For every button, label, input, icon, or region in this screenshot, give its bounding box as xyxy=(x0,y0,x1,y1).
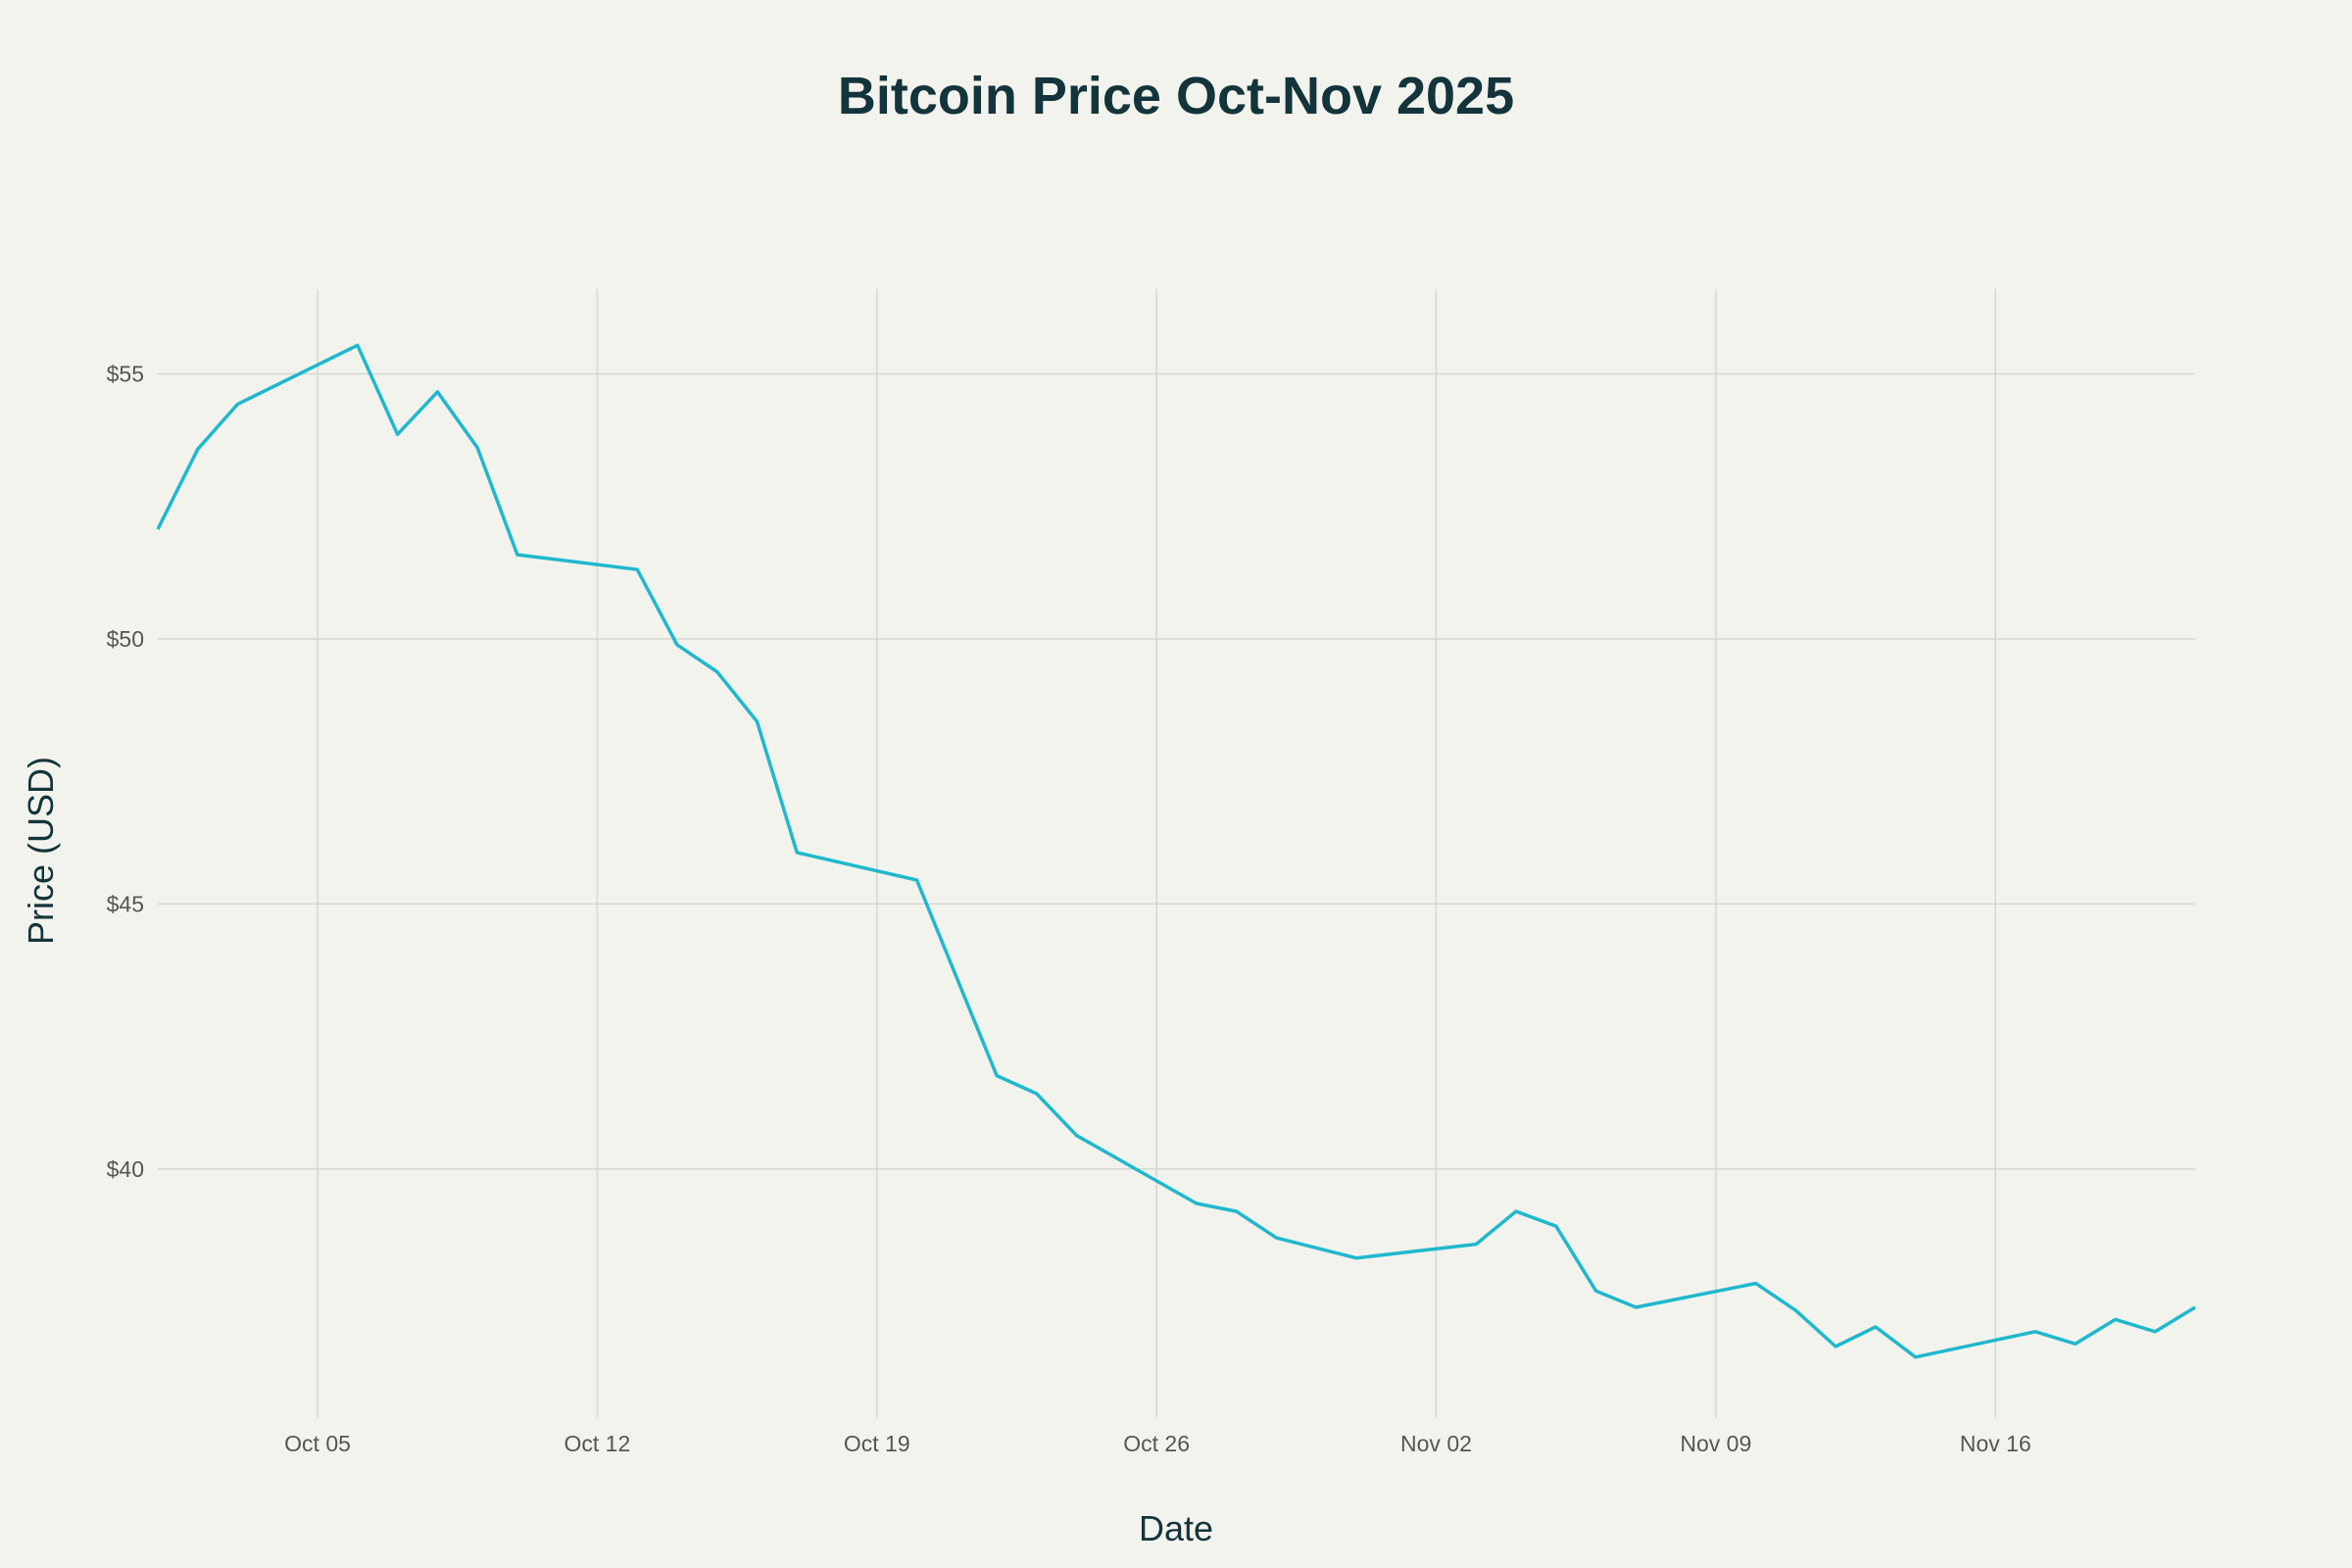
series-group xyxy=(156,343,2196,1359)
y-tick-label: $45 xyxy=(107,891,144,916)
x-axis-title: Date xyxy=(1139,1508,1213,1548)
x-axis-ticks: Oct 05 Oct 12 Oct 19 Oct 26 Nov 02 Nov 09 Nov … xyxy=(284,1431,2031,1456)
y-axis-title: Price (USD) xyxy=(21,757,61,945)
x-tick-label: Nov 16 xyxy=(1960,1431,2032,1456)
y-tick-label: $40 xyxy=(107,1156,144,1182)
x-tick-label: Nov 09 xyxy=(1680,1431,1751,1456)
y-tick-label: $55 xyxy=(107,362,144,387)
y-tick-label: $50 xyxy=(107,626,144,652)
x-tick-label: Nov 02 xyxy=(1400,1431,1472,1456)
x-tick-label: Oct 26 xyxy=(1123,1431,1190,1456)
gridlines xyxy=(158,289,2195,1418)
x-tick-label: Oct 12 xyxy=(564,1431,631,1456)
x-tick-label: Oct 19 xyxy=(844,1431,910,1456)
x-tick-label: Oct 05 xyxy=(284,1431,351,1456)
chart-title: Bitcoin Price Oct-Nov 2025 xyxy=(838,67,1514,125)
price-line xyxy=(156,343,2196,1359)
y-axis-ticks: $40 $45 $50 $55 xyxy=(107,362,144,1182)
